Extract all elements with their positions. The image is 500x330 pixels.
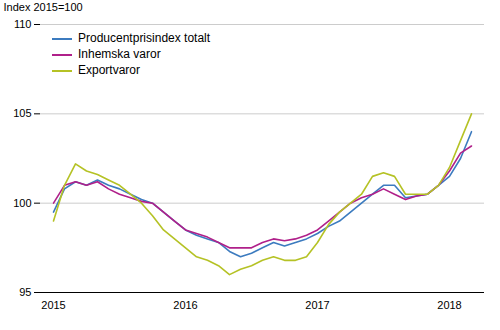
svg-text:100: 100: [13, 197, 31, 209]
svg-text:95: 95: [19, 286, 31, 298]
svg-text:2016: 2016: [173, 299, 197, 311]
html-text:Inhemska varor: Inhemska varor: [78, 47, 161, 61]
html-text:Exportvaror: Exportvaror: [78, 63, 140, 77]
svg-text:105: 105: [13, 107, 31, 119]
svg-text:110: 110: [14, 18, 32, 30]
svg-text:2017: 2017: [305, 299, 329, 311]
svg-text:2015: 2015: [41, 299, 65, 311]
svg-text:Index 2015=100: Index 2015=100: [4, 1, 83, 13]
html-text:Producentprisindex totalt: Producentprisindex totalt: [78, 31, 211, 45]
svg-text:2018: 2018: [437, 299, 461, 311]
